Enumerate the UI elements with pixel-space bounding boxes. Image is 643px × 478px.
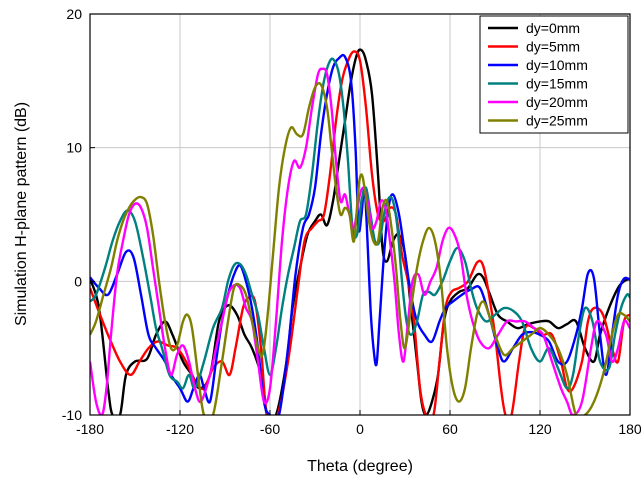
series-line-dy-15mm — [90, 57, 630, 390]
x-tick-label: -60 — [260, 421, 280, 437]
y-axis: -10 0 10 20 — [62, 6, 95, 423]
y-tick-label: 0 — [74, 273, 82, 289]
legend-label: dy=20mm — [526, 94, 588, 110]
legend-label: dy=10mm — [526, 57, 588, 73]
x-tick-label: 0 — [356, 421, 364, 437]
legend-label: dy=25mm — [526, 113, 588, 129]
y-tick-label: 10 — [66, 140, 82, 156]
x-axis-title: Theta (degree) — [307, 458, 413, 475]
y-tick-label: 20 — [66, 6, 82, 22]
x-tick-label: 120 — [528, 421, 552, 437]
series-line-dy-25mm — [90, 82, 630, 415]
legend-box — [479, 15, 629, 134]
legend-label: dy=15mm — [526, 76, 588, 92]
plot-area — [90, 48, 630, 415]
x-axis: -180 -120 -60 0 60 120 180 — [76, 410, 642, 437]
legend: dy=0mm dy=5mm dy=10mm dy=15mm dy=20mm dy=25mm — [479, 15, 629, 134]
x-tick-label: -180 — [76, 421, 104, 437]
series-line-dy-20mm — [90, 67, 630, 415]
legend-label: dy=0mm — [526, 20, 580, 36]
x-tick-label: 180 — [618, 421, 642, 437]
x-tick-label: 60 — [442, 421, 458, 437]
legend-label: dy=5mm — [526, 39, 580, 55]
y-axis-title: Simulation H-plane pattern (dB) — [13, 102, 30, 326]
x-tick-label: -120 — [166, 421, 194, 437]
y-tick-label: -10 — [62, 407, 82, 423]
